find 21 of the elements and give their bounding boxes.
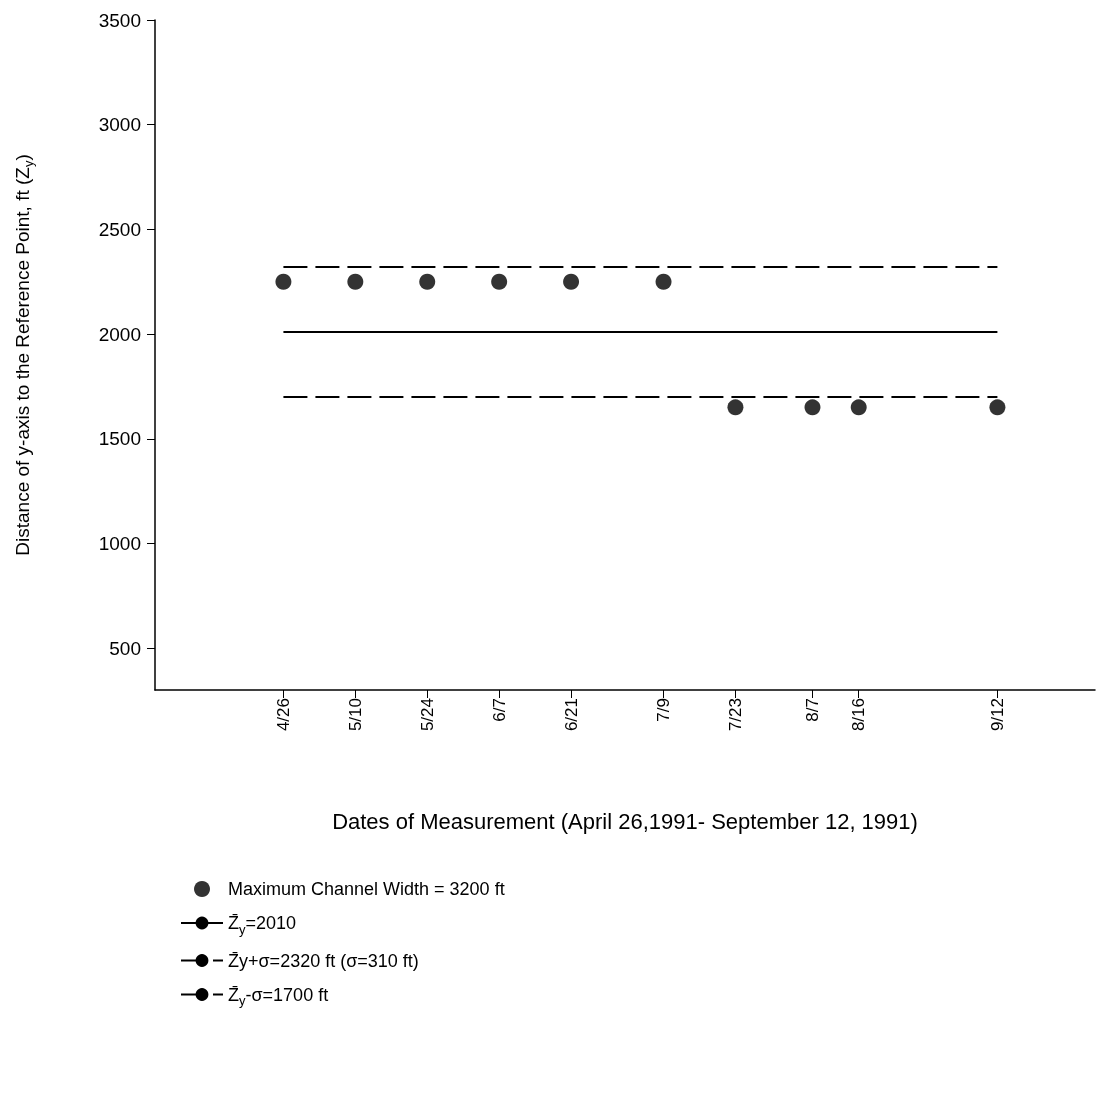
y-tick-label: 2500 <box>98 218 141 240</box>
x-tick-label: 4/26 <box>273 698 293 732</box>
x-tick-label: 5/10 <box>345 698 365 732</box>
legend-label: Z̄y+σ=2320 ft (σ=310 ft) <box>228 950 419 971</box>
y-tick-label: 3500 <box>98 9 141 31</box>
x-tick-label: 7/9 <box>654 698 674 722</box>
x-tick-label: 5/24 <box>417 698 437 732</box>
y-tick-label: 1000 <box>98 532 141 554</box>
y-tick-label: 1500 <box>98 428 141 450</box>
x-tick-label: 6/7 <box>489 698 509 722</box>
x-axis-title: Dates of Measurement (April 26,1991- September 12, 1991) <box>332 808 918 834</box>
x-tick-label: 8/7 <box>802 698 822 722</box>
y-axis-title: Distance of y-axis to the Reference Point, ft (Zy) <box>12 154 36 556</box>
x-tick-label: 9/12 <box>987 698 1007 732</box>
x-tick-label: 7/23 <box>725 698 745 732</box>
legend-label: Maximum Channel Width = 3200 ft <box>228 879 505 899</box>
x-tick-label: 6/21 <box>561 698 581 732</box>
y-tick-label: 500 <box>109 637 141 659</box>
y-tick-label: 3000 <box>98 114 141 136</box>
x-tick-label: 8/16 <box>849 698 869 732</box>
y-tick-label: 2000 <box>98 323 141 345</box>
